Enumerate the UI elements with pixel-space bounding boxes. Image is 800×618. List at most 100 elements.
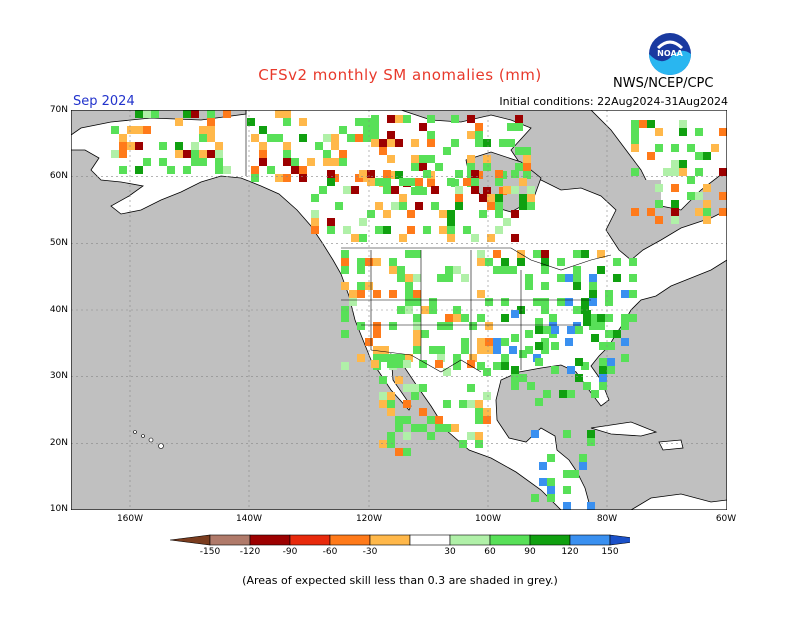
colorbar-box (409, 534, 451, 546)
anomaly-cell (381, 354, 389, 362)
colorbar-box (289, 534, 331, 546)
anomaly-cell (493, 346, 501, 354)
anomaly-cell (327, 218, 335, 226)
anomaly-cell (501, 266, 509, 274)
anomaly-cell (373, 290, 381, 298)
anomaly-cell (719, 168, 727, 176)
anomaly-cell (445, 322, 453, 330)
anomaly-cell (191, 158, 199, 166)
anomaly-cell (591, 334, 599, 342)
anomaly-cell (631, 136, 639, 144)
anomaly-cell (343, 226, 351, 234)
anomaly-cell (563, 486, 571, 494)
anomaly-cell (451, 139, 459, 147)
anomaly-cell (381, 346, 389, 354)
anomaly-cell (463, 178, 471, 186)
anomaly-cell (405, 274, 413, 282)
logo-text: NOAA (657, 49, 683, 58)
anomaly-cell (323, 158, 331, 166)
anomaly-cell (479, 194, 487, 202)
noaa-logo-icon: NOAA (649, 33, 691, 75)
anomaly-cell (389, 354, 397, 362)
anomaly-cell (191, 142, 199, 150)
anomaly-cell (395, 171, 403, 179)
anomaly-cell (405, 290, 413, 298)
anomaly-cell (259, 150, 267, 158)
anomaly-cell (395, 416, 403, 424)
anomaly-cell (557, 274, 565, 282)
anomaly-cell (679, 160, 687, 168)
anomaly-cell (515, 123, 523, 131)
anomaly-cell (415, 178, 423, 186)
anomaly-cell (587, 502, 595, 510)
colorbar-label: -60 (322, 547, 338, 557)
anomaly-cell (479, 210, 487, 218)
anomaly-cell (199, 126, 207, 134)
anomaly-cell (483, 139, 491, 147)
anomaly-cell (199, 158, 207, 166)
anomaly-cell (359, 218, 367, 226)
skill-note: (Areas of expected skill less than 0.3 a… (242, 574, 558, 587)
anomaly-cell (387, 131, 395, 139)
anomaly-cell (421, 330, 429, 338)
anomaly-cell (435, 163, 443, 171)
anomaly-cell (299, 134, 307, 142)
anomaly-cell (573, 274, 581, 282)
anomaly-cell (467, 155, 475, 163)
anomaly-cell (517, 258, 525, 266)
anomaly-cell (511, 210, 519, 218)
anomaly-cell (275, 134, 283, 142)
anomaly-cell (695, 152, 703, 160)
anomaly-cell (573, 266, 581, 274)
colorbar-label: -30 (362, 547, 378, 557)
anomaly-cell (311, 194, 319, 202)
anomaly-cell (607, 342, 615, 350)
forecast-month: Sep 2024 (73, 94, 135, 109)
anomaly-cell (719, 192, 727, 200)
cuba (590, 421, 658, 437)
anomaly-cell (671, 168, 679, 176)
political-borders (245, 110, 612, 373)
anomaly-cell (703, 200, 711, 208)
lon-label-80w: 80W (596, 514, 618, 524)
lat-label-50n: 50N (49, 238, 68, 248)
anomaly-cell (461, 314, 469, 322)
anomaly-cell (629, 290, 637, 298)
anomaly-cell (461, 274, 469, 282)
colorbar-arrow-high (609, 534, 630, 546)
anomaly-cell (703, 152, 711, 160)
anomaly-cell (275, 174, 283, 182)
lon-label-60w: 60W (715, 514, 737, 524)
anomaly-cell (567, 366, 575, 374)
anomaly-cell (327, 170, 335, 178)
anomaly-cell (493, 266, 501, 274)
anomaly-cell (435, 424, 443, 432)
anomaly-cell (475, 432, 483, 440)
anomaly-cell (427, 115, 435, 123)
anomaly-cell (443, 147, 451, 155)
anomaly-cell (419, 163, 427, 171)
anomaly-cell (525, 274, 533, 282)
anomaly-cell (403, 115, 411, 123)
anomaly-cell (519, 202, 527, 210)
anomaly-cell (413, 322, 421, 330)
anomaly-cell (357, 322, 365, 330)
anomaly-cell (407, 210, 415, 218)
anomaly-cell (581, 362, 589, 370)
anomaly-cell (485, 346, 493, 354)
anomaly-cell (541, 306, 549, 314)
anomaly-cell (509, 346, 517, 354)
anomaly-cell (583, 310, 591, 318)
anomaly-cell (563, 430, 571, 438)
anomaly-cell (375, 226, 383, 234)
anomaly-cell (541, 338, 549, 346)
anomaly-cell (467, 360, 475, 368)
anomaly-cell (597, 266, 605, 274)
anomaly-cell (215, 142, 223, 150)
anomaly-cell (111, 150, 119, 158)
anomaly-cell (427, 139, 435, 147)
anomaly-cell (421, 306, 429, 314)
anomaly-cell (315, 142, 323, 150)
anomaly-cell (547, 494, 555, 502)
anomaly-cell (719, 128, 727, 136)
